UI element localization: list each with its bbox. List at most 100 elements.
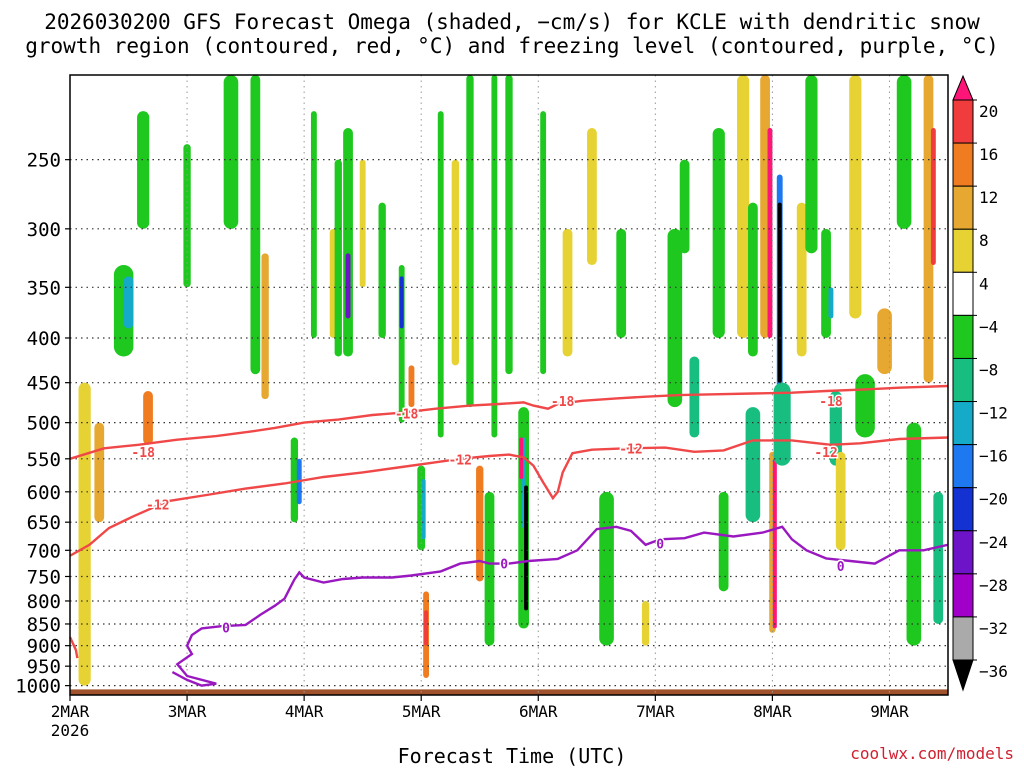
- omega-shade-cell: [505, 75, 513, 375]
- y-tick-label: 250: [27, 150, 61, 172]
- y-tick-label: 400: [27, 328, 61, 350]
- omega-shade-cell: [562, 228, 573, 357]
- omega-shade-cell: [777, 202, 782, 383]
- source-credit[interactable]: coolwx.com/models: [850, 744, 1014, 763]
- omega-shade-cell: [679, 159, 690, 254]
- omega-shade-cell: [491, 75, 498, 438]
- y-tick-label: 750: [27, 566, 61, 588]
- colorbar-label: −8: [979, 360, 998, 379]
- colorbar-label: −4: [979, 317, 998, 336]
- contour-label: -18: [551, 395, 575, 410]
- omega-shade-cell: [143, 391, 153, 445]
- omega-shade-cell: [424, 610, 429, 646]
- omega-shade-cell: [437, 111, 444, 438]
- omega-shade-cell: [421, 478, 426, 540]
- omega-shade-cell: [334, 159, 342, 357]
- colorbar-segment: [952, 142, 974, 187]
- contour-label: 0: [656, 538, 664, 553]
- y-tick-label: 650: [27, 512, 61, 534]
- x-tick-sublabel: 2026: [51, 721, 90, 740]
- omega-shade-cell: [930, 128, 936, 265]
- omega-shade-cell: [359, 159, 366, 288]
- omega-shade-cell: [718, 491, 729, 592]
- contour-label: -18: [819, 395, 843, 410]
- omega-shade-cell: [829, 391, 842, 466]
- y-tick-label: 550: [27, 449, 61, 471]
- contour-label: 0: [837, 560, 845, 575]
- omega-shade-cell: [599, 491, 614, 646]
- omega-shade-cell: [183, 144, 191, 288]
- omega-shade-cell: [476, 465, 484, 582]
- omega-shade-cell: [737, 75, 750, 338]
- contour-line: [171, 525, 948, 687]
- colorbar-segment: [952, 401, 974, 446]
- colorbar-segment: [952, 487, 974, 532]
- colorbar-segment: [952, 530, 974, 575]
- colorbar-label: −20: [979, 490, 1008, 509]
- omega-shade-cell: [896, 75, 912, 229]
- colorbar-label: 4: [979, 274, 989, 293]
- y-tick-label: 500: [27, 413, 61, 435]
- omega-shade-cell: [772, 458, 777, 629]
- omega-shade-cell: [835, 451, 846, 551]
- contour-label: -12: [619, 442, 642, 457]
- omega-shade-cell: [767, 128, 773, 338]
- omega-shade-cell: [933, 491, 944, 624]
- omega-shade-cell: [877, 308, 892, 375]
- colorbar-segment: [952, 185, 974, 230]
- colorbar-segment: [952, 271, 974, 316]
- omega-shade-cell: [587, 128, 597, 265]
- colorbar-top-arrow: [952, 74, 974, 101]
- colorbar-label: −32: [979, 619, 1008, 638]
- omega-shade-cell: [745, 407, 761, 523]
- omega-shade-cell: [408, 365, 415, 408]
- omega-shade-cell: [540, 111, 547, 375]
- omega-shade-cell: [378, 202, 386, 338]
- y-tick-label: 700: [27, 540, 61, 562]
- colorbar-label: 16: [979, 145, 998, 164]
- contour-line: [70, 384, 948, 460]
- omega-shade-cell: [261, 253, 269, 400]
- omega-shade-cell: [250, 75, 261, 375]
- colorbar-segment: [952, 357, 974, 403]
- x-tick-label: 5MAR: [402, 702, 441, 721]
- colorbar-segment: [952, 573, 974, 618]
- y-tick-label: 600: [27, 482, 61, 504]
- omega-shade-cell: [855, 374, 875, 438]
- omega-shade-cell: [828, 287, 834, 319]
- omega-shade-cell: [667, 228, 683, 408]
- omega-shade-cell: [524, 485, 529, 611]
- omega-shade-cell: [484, 491, 495, 646]
- contour-label: -18: [395, 407, 419, 422]
- omega-shade-cell: [123, 276, 134, 329]
- omega-shade-cell: [748, 202, 758, 357]
- y-tick-label: 850: [27, 614, 61, 636]
- chart-title-line2: growth region (contoured, red, °C) and f…: [25, 34, 999, 58]
- omega-shade-cell: [906, 422, 922, 646]
- colorbar-label: 20: [979, 102, 998, 121]
- colorbar-label: −12: [979, 404, 1008, 423]
- x-axis-title: Forecast Time (UTC): [397, 744, 627, 768]
- colorbar-bottom-arrow: [952, 659, 974, 692]
- omega-shade-cell: [345, 253, 351, 319]
- omega-shade-cell: [451, 159, 460, 366]
- y-tick-label: 950: [27, 656, 61, 678]
- y-tick-label: 450: [27, 373, 61, 395]
- ground-terrain: [70, 689, 948, 695]
- colorbar-segment: [952, 228, 974, 273]
- omega-shade-cell: [94, 422, 105, 523]
- omega-shade-cell: [616, 228, 627, 338]
- contour-label: -12: [146, 498, 169, 513]
- contour-label: 0: [500, 558, 508, 573]
- contour-label: -12: [448, 453, 471, 468]
- x-tick-label: 8MAR: [753, 702, 792, 721]
- contour-line: [70, 436, 948, 557]
- x-tick-label: 2MAR: [51, 702, 90, 721]
- colorbar-label: 8: [979, 231, 989, 250]
- y-tick-label: 800: [27, 591, 61, 613]
- plot-frame: [69, 74, 949, 696]
- colorbar-label: 12: [979, 188, 998, 207]
- contour-label: -12: [814, 446, 837, 461]
- chart-title-line1: 2026030200 GFS Forecast Omega (shaded, −…: [44, 10, 980, 34]
